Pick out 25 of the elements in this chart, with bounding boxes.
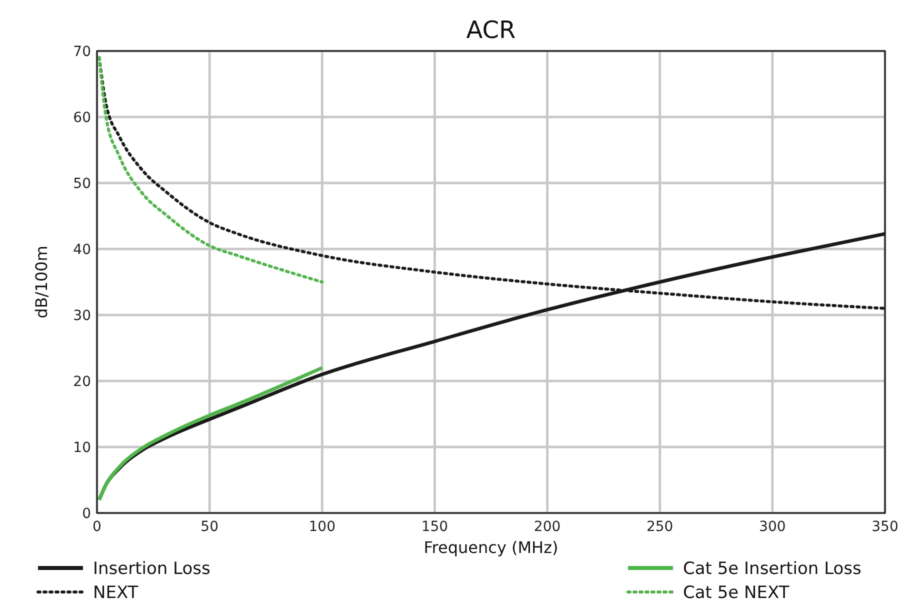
line-series	[98, 56, 324, 284]
line-series	[98, 366, 324, 502]
x-tick-label: 350	[872, 519, 898, 535]
y-tick-label: 10	[73, 440, 91, 456]
chart-title: ACR	[466, 16, 516, 44]
legend-label: Cat 5e Insertion Loss	[683, 559, 862, 579]
y-axis-title: dB/100m	[32, 246, 51, 318]
y-tick-label: 30	[73, 308, 91, 324]
x-tick-label: 50	[200, 519, 218, 535]
y-tick-label: 60	[73, 110, 91, 126]
legend-label: Cat 5e NEXT	[683, 583, 790, 603]
y-tick-label: 70	[73, 44, 91, 60]
legend-label: Insertion Loss	[93, 559, 210, 579]
x-tick-label: 200	[534, 519, 561, 535]
legend-label: NEXT	[93, 583, 139, 603]
y-tick-label: 20	[73, 374, 91, 390]
x-tick-label: 150	[421, 519, 448, 535]
x-tick-label: 250	[646, 519, 674, 535]
x-tick-label: 300	[759, 519, 786, 535]
x-tick-label: 100	[308, 519, 336, 535]
y-tick-label: 40	[73, 242, 91, 258]
y-tick-label: 0	[82, 506, 91, 522]
x-axis-title: Frequency (MHz)	[424, 538, 558, 557]
y-tick-label: 50	[73, 176, 91, 192]
x-tick-label: 0	[92, 519, 102, 535]
